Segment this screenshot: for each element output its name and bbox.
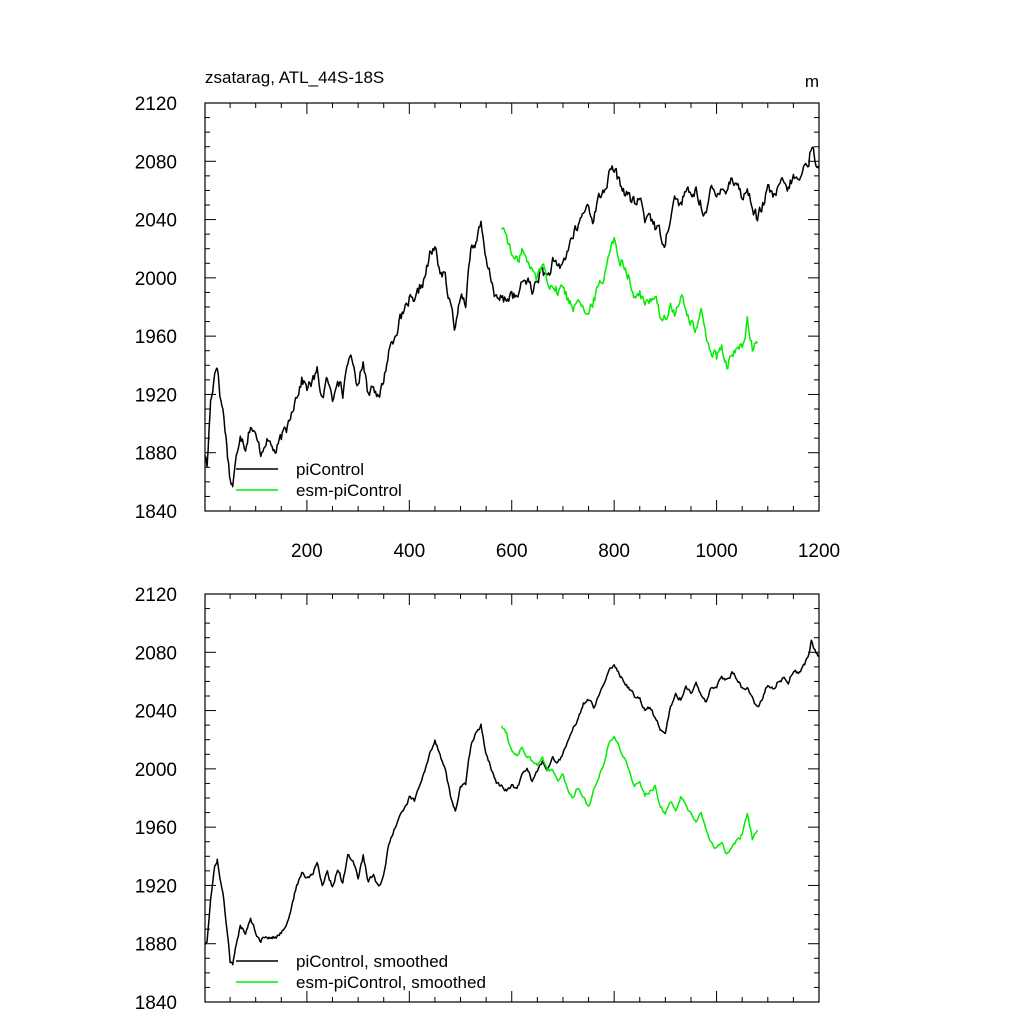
legend-label: piControl (296, 460, 364, 479)
y-tick-label: 1920 (135, 876, 177, 897)
x-tick-label: 400 (393, 541, 425, 562)
y-tick-label: 1840 (135, 993, 177, 1014)
x-tick-label: 1000 (695, 541, 737, 562)
legend-label: piControl, smoothed (296, 952, 448, 971)
legend-label: esm-piControl (296, 481, 402, 500)
plot-frame (204, 593, 820, 1003)
y-tick-label: 1960 (135, 818, 177, 839)
y-tick-label: 2040 (135, 211, 177, 232)
x-tick-label: 600 (496, 541, 528, 562)
y-tick-label: 2120 (135, 94, 177, 115)
y-tick-label: 2040 (135, 702, 177, 723)
series-line-picontrol (204, 146, 820, 488)
y-tick-label: 2120 (135, 585, 177, 606)
y-tick-label: 2080 (135, 152, 177, 173)
y-tick-label: 2080 (135, 643, 177, 664)
y-tick-label: 1880 (135, 935, 177, 956)
y-tick-label: 1920 (135, 385, 177, 406)
y-tick-label: 1960 (135, 327, 177, 348)
plot-frame (204, 102, 820, 512)
y-tick-label: 1880 (135, 444, 177, 465)
x-tick-label: 200 (291, 541, 323, 562)
bottom-panel: 1840 1880 1920 1960 2000 2040 2080 2120 piContro… (135, 585, 820, 1014)
units-label: m (805, 72, 819, 91)
x-tick-label: 1200 (798, 541, 840, 562)
y-tick-label: 2000 (135, 269, 177, 290)
legend-label: esm-piControl, smoothed (296, 973, 486, 992)
series-line-picontrol (204, 639, 820, 966)
series-line-esm-picontrol (500, 725, 759, 855)
series-line-esm-picontrol (500, 227, 759, 370)
top-panel: 1840 1880 1920 1960 2000 2040 2080 2120 200 400 60… (135, 94, 840, 562)
chart-title: zsatarag, ATL_44S-18S (205, 68, 384, 87)
x-tick-label: 800 (598, 541, 630, 562)
y-tick-label: 2000 (135, 760, 177, 781)
y-tick-label: 1840 (135, 502, 177, 523)
